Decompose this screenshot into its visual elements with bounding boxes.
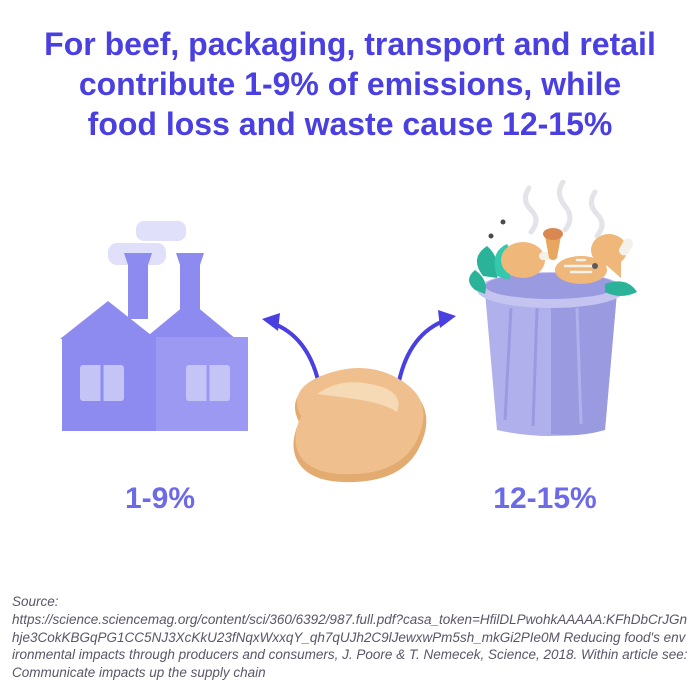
source-citation: Source: https://science.sciencemag.org/c… [12, 593, 688, 682]
infographic-area: 1-9% 12-15% [0, 154, 700, 554]
right-percentage-label: 12-15% [455, 482, 635, 516]
source-text: https://science.sciencemag.org/content/s… [12, 612, 687, 680]
headline-text: For beef, packaging, transport and retai… [0, 0, 700, 154]
left-percentage-label: 1-9% [80, 482, 240, 516]
source-label: Source: [12, 594, 59, 609]
headline-prefix: For [44, 26, 104, 62]
steak-icon [275, 364, 435, 494]
trash-bin-icon [445, 180, 655, 440]
factory-icon [40, 209, 270, 439]
headline-bold: beef [105, 26, 171, 62]
